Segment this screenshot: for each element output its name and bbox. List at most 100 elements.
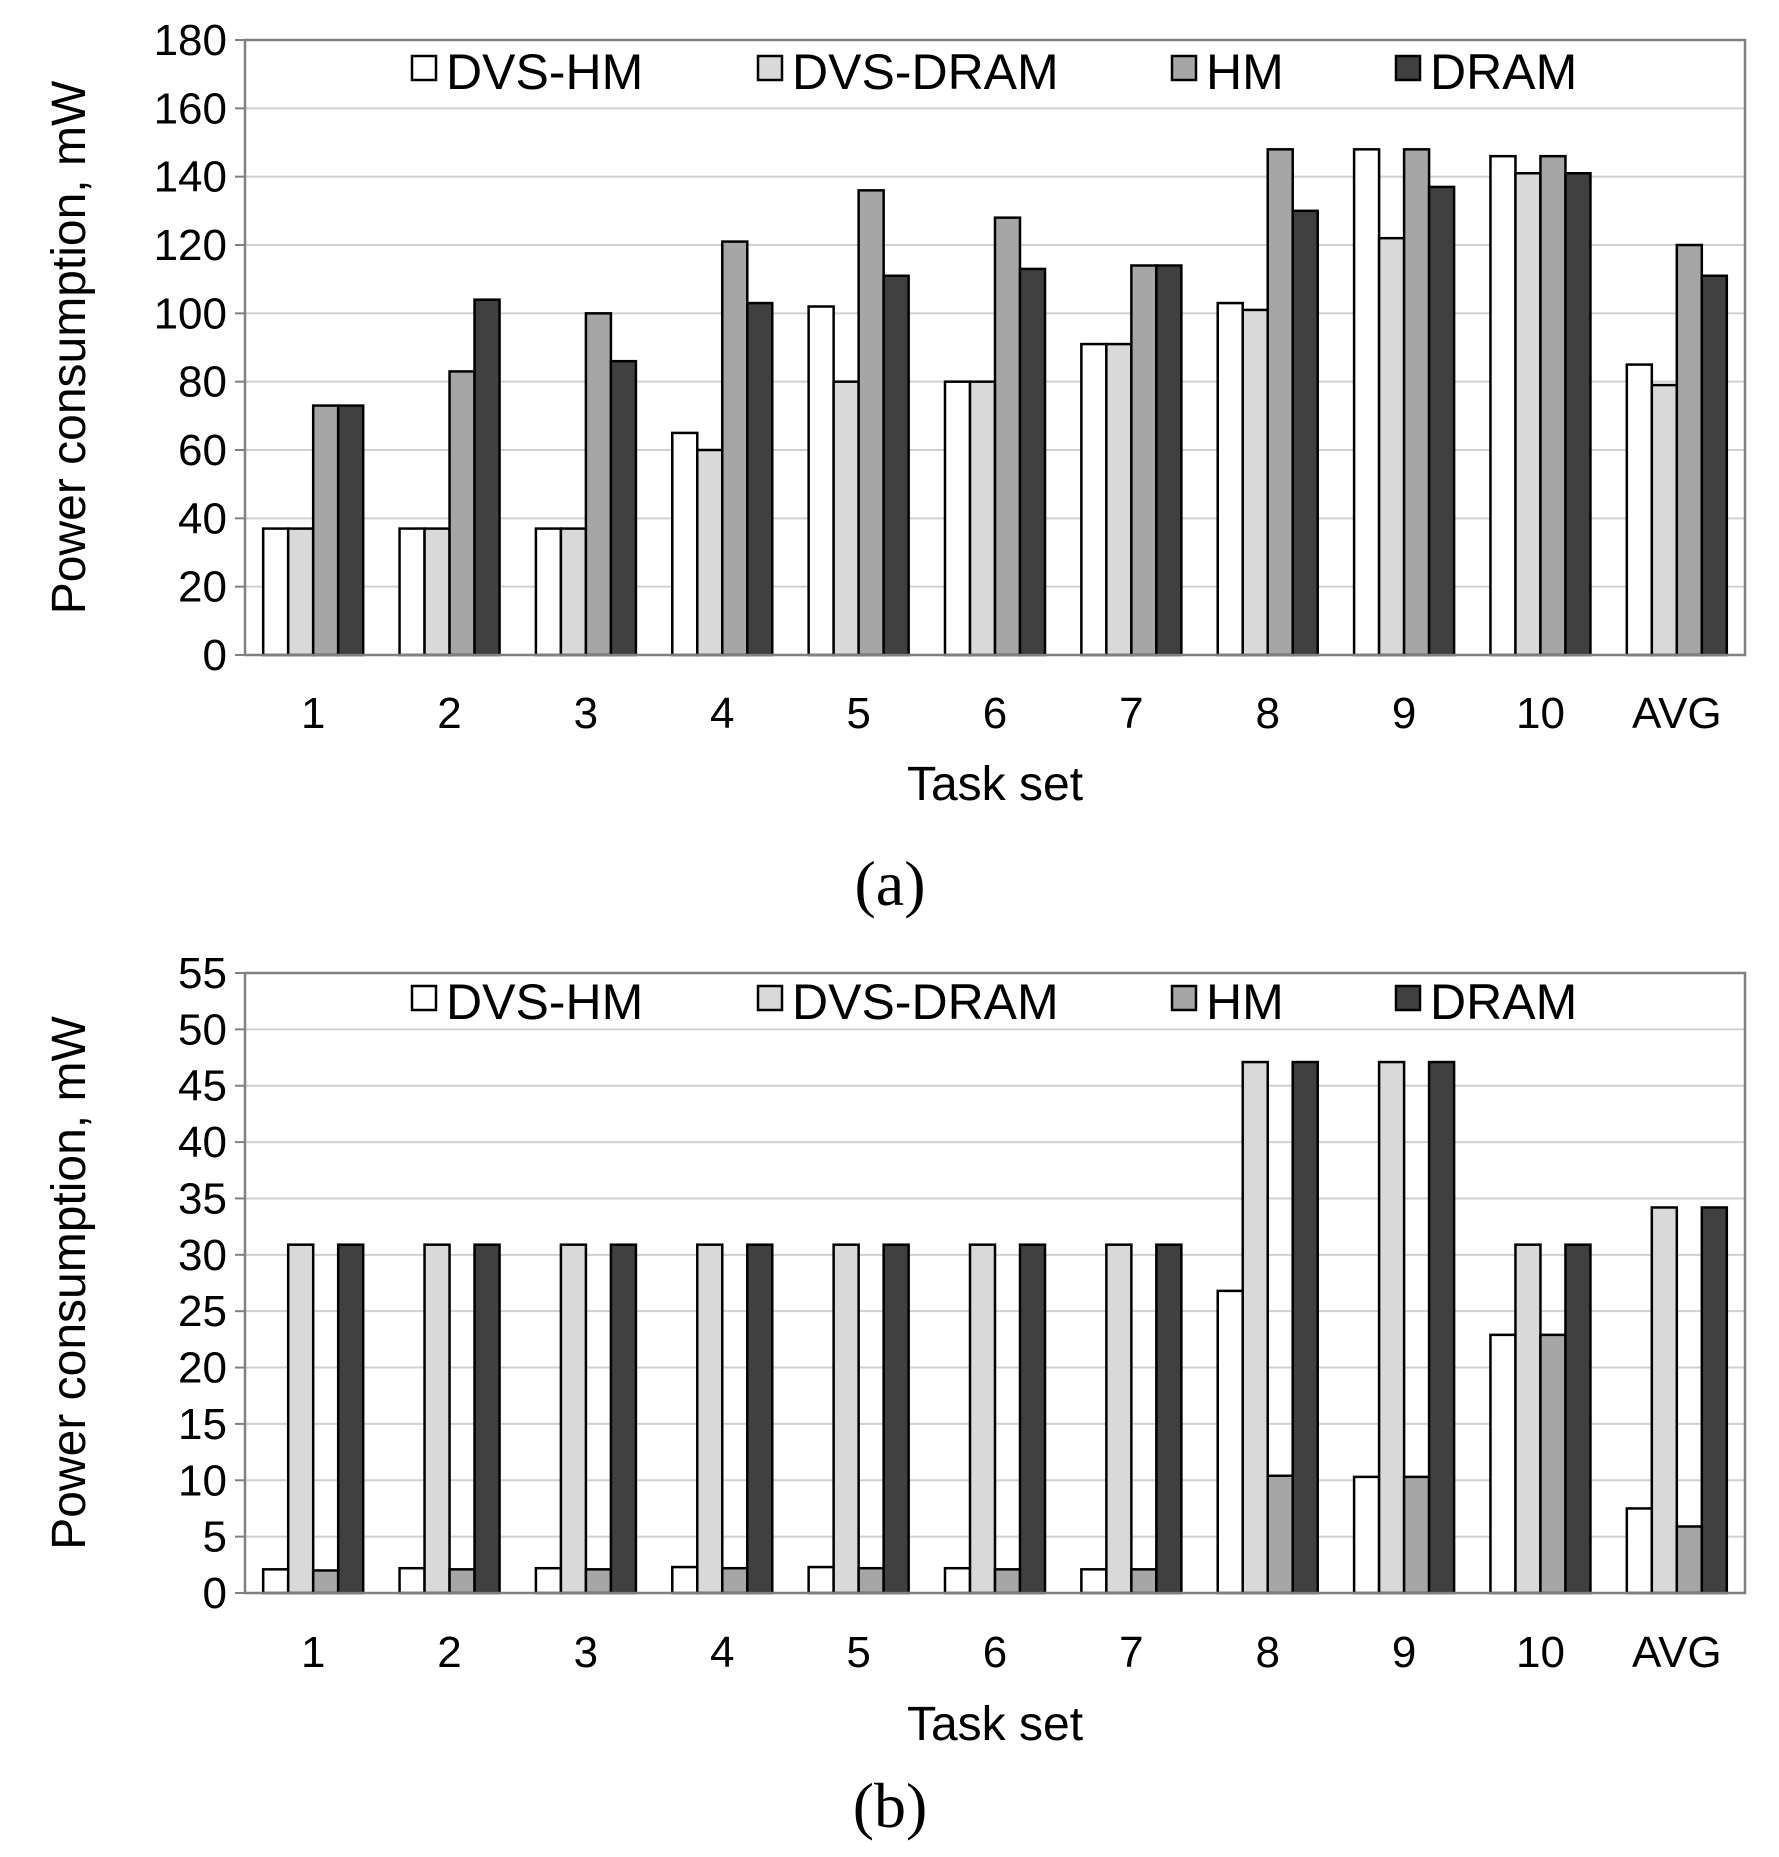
bar-hm-avg: [1675, 1525, 1704, 1595]
bar-hm-5: [857, 1566, 885, 1595]
plot-area-border: [243, 38, 1747, 657]
legend-swatch-dvs-dram: [756, 54, 784, 82]
legend-label-dvs-hm: DVS-HM: [446, 974, 643, 1030]
y-tick-label: 20: [178, 563, 227, 612]
y-tick-label: 160: [154, 84, 227, 133]
bar-dram-4: [746, 1243, 774, 1595]
chart-panel-a: 0 20 40 60 80 100 120 140 160 180 1 2 3 4 5 6 7 8 9 10 AVG Ta…: [43, 16, 1747, 919]
y-tick-label: 5: [203, 1513, 227, 1562]
bar-dram-4: [746, 301, 774, 657]
x-tick-label: 2: [437, 689, 461, 738]
x-tick-label: 8: [1255, 1628, 1279, 1677]
bar-dvs-dram-10: [1514, 1243, 1542, 1595]
bar-dvs-hm-1: [261, 527, 290, 657]
y-tick-label: 0: [203, 1569, 227, 1618]
legend-swatch-dvs-hm: [410, 54, 438, 82]
x-tick-label: 5: [846, 1628, 870, 1677]
x-tick-label: 1: [301, 689, 325, 738]
legend-label-hm: HM: [1206, 44, 1284, 100]
bar-hm-8: [1266, 148, 1294, 657]
x-axis-title: Task set: [907, 758, 1083, 811]
bar-dvs-hm-2: [398, 1566, 426, 1595]
bar-dvs-hm-5: [807, 1565, 835, 1595]
x-tick-label: 9: [1392, 1628, 1416, 1677]
bar-dvs-hm-9: [1352, 1475, 1381, 1595]
y-tick-label: 15: [178, 1400, 227, 1449]
bar-dvs-dram-9: [1377, 236, 1406, 657]
y-tick-label: 0: [203, 631, 227, 680]
bar-dvs-hm-4: [671, 1565, 699, 1595]
bar-dvs-dram-avg: [1650, 1206, 1679, 1595]
bar-hm-7: [1130, 264, 1158, 657]
bar-dvs-dram-6: [968, 1243, 997, 1595]
bar-dvs-dram-1: [286, 1243, 315, 1595]
legend-swatch-dram: [1394, 54, 1422, 82]
y-tick-label: 40: [178, 494, 227, 543]
bar-dvs-hm-9: [1352, 148, 1381, 657]
legend-label-hm: HM: [1206, 974, 1284, 1030]
x-tick-label: 3: [574, 1628, 598, 1677]
bar-hm-avg: [1675, 243, 1704, 657]
bar-dram-9: [1427, 1060, 1456, 1595]
bar-hm-9: [1402, 1475, 1431, 1595]
legend-label-dvs-dram: DVS-DRAM: [792, 974, 1059, 1030]
y-tick-label: 100: [154, 289, 227, 338]
bar-dvs-hm-10: [1489, 1333, 1517, 1595]
bar-hm-3: [584, 312, 613, 657]
y-tick-label: 25: [178, 1287, 227, 1336]
bar-dvs-dram-8: [1241, 308, 1269, 657]
bar-dvs-hm-5: [807, 305, 835, 657]
x-tick-label: 4: [710, 689, 734, 738]
bar-dram-5: [882, 274, 910, 657]
bar-hm-4: [721, 240, 749, 657]
bar-hm-10: [1539, 1333, 1567, 1595]
bar-hm-9: [1402, 148, 1431, 657]
bar-dram-7: [1155, 264, 1183, 657]
bar-dvs-dram-6: [968, 380, 997, 657]
x-tick-label: 10: [1516, 689, 1565, 738]
bar-hm-10: [1539, 154, 1567, 657]
panel-label: (a): [854, 848, 925, 919]
panel-label: (b): [853, 1770, 928, 1841]
bar-dvs-dram-3: [559, 1243, 588, 1595]
bar-dvs-hm-8: [1216, 1289, 1244, 1595]
x-tick-label: 3: [574, 689, 598, 738]
bar-dram-1: [336, 404, 365, 657]
legend-label-dvs-hm: DVS-HM: [446, 44, 643, 100]
legend-swatch-dvs-dram: [756, 984, 784, 1012]
bar-dvs-hm-4: [671, 431, 699, 657]
y-tick-label: 45: [178, 1062, 227, 1111]
bar-dram-5: [882, 1243, 910, 1595]
legend-label-dram: DRAM: [1430, 974, 1577, 1030]
x-tick-label: AVG: [1632, 1628, 1722, 1677]
y-tick-label: 50: [178, 1005, 227, 1054]
y-tick-label: 80: [178, 358, 227, 407]
bar-dvs-dram-5: [832, 380, 860, 657]
bar-dvs-dram-10: [1514, 172, 1542, 657]
bar-hm-2: [448, 1568, 476, 1595]
bar-dvs-hm-7: [1080, 1568, 1108, 1595]
bar-dvs-dram-8: [1241, 1060, 1269, 1595]
y-tick-label: 10: [178, 1456, 227, 1505]
y-tick-label: 60: [178, 426, 227, 475]
bar-hm-5: [857, 189, 885, 657]
bar-dvs-hm-6: [943, 380, 972, 657]
x-tick-label: 7: [1119, 1628, 1143, 1677]
legend-swatch-dvs-hm: [410, 984, 438, 1012]
bar-dvs-hm-7: [1080, 342, 1108, 657]
bar-dram-10: [1564, 1243, 1592, 1595]
bar-dvs-dram-3: [559, 527, 588, 657]
y-tick-label: 35: [178, 1174, 227, 1223]
x-tick-label: 2: [437, 1628, 461, 1677]
y-tick-label: 30: [178, 1231, 227, 1280]
bar-dvs-dram-9: [1377, 1060, 1406, 1595]
bar-dvs-dram-avg: [1650, 383, 1679, 657]
y-tick-label: 55: [178, 949, 227, 998]
legend-label-dvs-dram: DVS-DRAM: [792, 44, 1059, 100]
bar-dram-6: [1018, 267, 1047, 657]
bar-dram-6: [1018, 1243, 1047, 1595]
bar-dvs-hm-1: [261, 1568, 290, 1595]
bar-dvs-dram-2: [423, 1243, 451, 1595]
bar-dram-3: [609, 1243, 638, 1595]
